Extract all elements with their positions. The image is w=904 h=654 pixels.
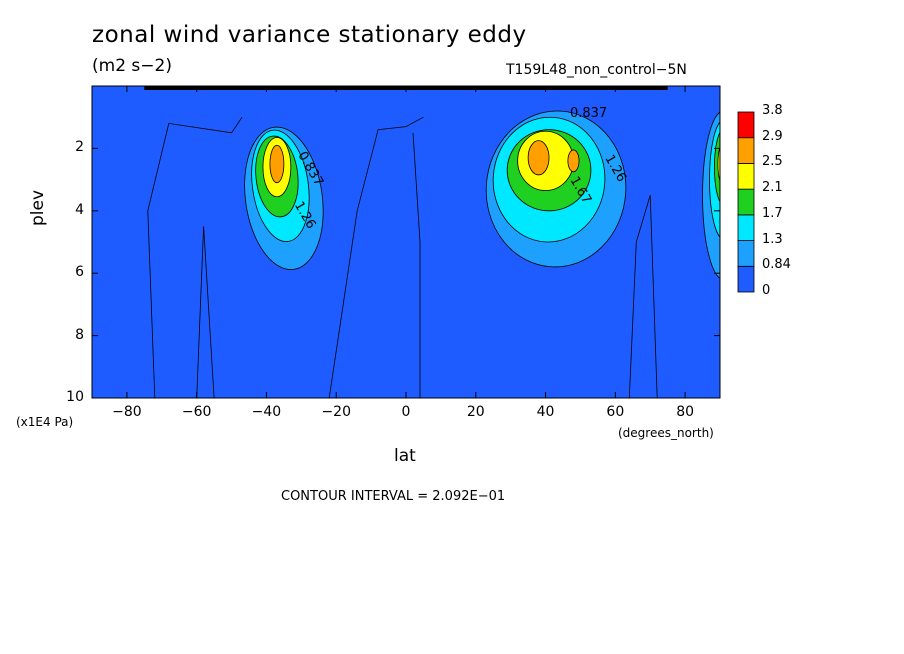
zero-contour-line bbox=[196, 226, 215, 398]
colorbar-swatch bbox=[737, 240, 755, 267]
southern-level-5 bbox=[269, 144, 285, 184]
y-tick-label: 8 bbox=[75, 326, 84, 343]
polar-level-3 bbox=[714, 131, 720, 203]
colorbar-swatch bbox=[737, 137, 755, 164]
colorbar-swatch bbox=[737, 163, 755, 190]
x-tick-label: 0 bbox=[401, 404, 411, 420]
x-axis-label: lat bbox=[394, 446, 416, 466]
colorbar-swatch bbox=[737, 111, 755, 139]
colorbar-label: 0 bbox=[762, 283, 771, 298]
x-tick-label: −80 bbox=[112, 404, 142, 420]
y-axis-units: (x1E4 Pa) bbox=[16, 415, 74, 429]
zero-contour-line bbox=[412, 132, 421, 398]
x-tick-label: 40 bbox=[536, 404, 555, 420]
y-tick-label: 10 bbox=[66, 389, 84, 405]
colorbar-label: 2.1 bbox=[762, 180, 783, 196]
colorbar-swatch bbox=[737, 214, 755, 241]
zero-contour-line bbox=[328, 116, 424, 398]
polar-level-2 bbox=[709, 121, 720, 238]
colorbar-swatch bbox=[737, 188, 755, 216]
y-tick-label: 6 bbox=[75, 264, 84, 281]
zero-contour-line bbox=[628, 195, 658, 398]
y-tick-label: 2 bbox=[75, 139, 84, 156]
y-tick-label: 4 bbox=[75, 201, 84, 218]
colorbar-label: 2.9 bbox=[762, 128, 783, 144]
chart-title: zonal wind variance stationary eddy bbox=[92, 22, 527, 48]
contour-interval-note: CONTOUR INTERVAL = 2.092E−01 bbox=[281, 489, 506, 504]
x-tick-label: −40 bbox=[251, 404, 282, 420]
x-tick-label: 60 bbox=[606, 404, 625, 420]
colorbar-swatch bbox=[737, 265, 755, 293]
x-tick-label: −20 bbox=[321, 404, 351, 420]
filled-contours bbox=[92, 86, 720, 398]
colorbar-label: 1.7 bbox=[762, 205, 783, 221]
northern-level-5 bbox=[527, 140, 550, 176]
colorbar-label: 0.84 bbox=[762, 257, 791, 273]
x-tick-label: −60 bbox=[181, 404, 212, 420]
x-axis-units: (degrees_north) bbox=[618, 426, 714, 440]
run-label: T159L48_non_control−5N bbox=[506, 62, 687, 78]
background-level bbox=[92, 86, 720, 398]
colorbar-label: 3.8 bbox=[762, 103, 783, 118]
chart-units: (m2 s−2) bbox=[92, 56, 172, 76]
northern-secondary-max bbox=[567, 149, 580, 173]
x-tick-label: 20 bbox=[466, 404, 485, 420]
zero-contour-line bbox=[147, 116, 243, 398]
x-tick-label: 80 bbox=[676, 404, 695, 420]
colorbar-label: 2.5 bbox=[762, 154, 783, 170]
polar-level-4 bbox=[717, 145, 720, 183]
colorbar-label: 1.3 bbox=[762, 231, 783, 247]
contour-label: 0.837 bbox=[570, 106, 607, 121]
